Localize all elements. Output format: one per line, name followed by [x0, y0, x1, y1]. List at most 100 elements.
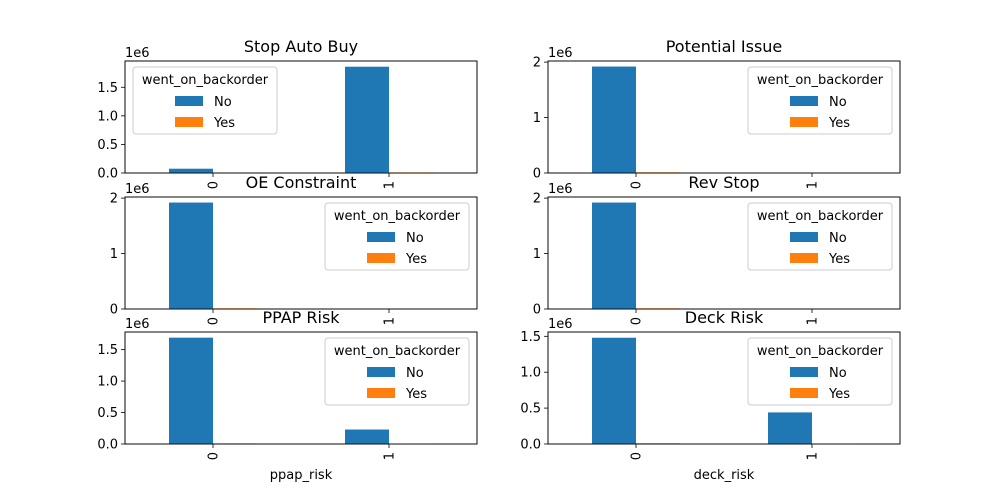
legend-swatch-yes	[175, 117, 203, 127]
y-tick-label: 0.5	[520, 402, 541, 417]
x-tick-label: 0	[207, 317, 222, 325]
legend-label-yes: Yes	[213, 116, 235, 131]
y-offset-label: 1e6	[548, 182, 573, 197]
y-tick-label: 1.0	[97, 375, 118, 390]
bar-no-1	[345, 429, 389, 444]
legend-title: went_on_backorder	[334, 344, 461, 359]
subplot-5: 0.0 0.5 1.0 1.5 1e6 0 1 PPAP Risk ppap_risk went_…	[97, 308, 478, 483]
bar-no-1	[345, 66, 389, 173]
y-tick-label: 2	[110, 192, 118, 207]
y-offset-label: 1e6	[125, 317, 150, 332]
subplot-title: Stop Auto Buy	[244, 37, 358, 56]
bar-no-0	[169, 168, 213, 173]
y-offset-label: 1e6	[548, 46, 573, 61]
axes-border	[124, 331, 478, 445]
legend-swatch-no	[790, 232, 818, 242]
x-tick-label: 1	[806, 452, 821, 460]
y-tick-label: 0.5	[97, 406, 118, 421]
legend-swatch-no	[790, 96, 818, 106]
legend-label-no: No	[214, 95, 232, 110]
legend-label-no: No	[829, 366, 847, 381]
subplot-4: 0 1 2 1e6 0 1 Rev Stop went_on_backorder No Yes	[533, 173, 901, 325]
y-tick-label: 0	[110, 303, 118, 318]
bar-no-0	[169, 337, 213, 444]
legend: went_on_backorder No Yes	[324, 337, 470, 406]
subplot-title: PPAP Risk	[262, 308, 340, 327]
legend-box	[324, 202, 470, 271]
legend-label-no: No	[406, 366, 424, 381]
x-tick-label: 0	[630, 452, 645, 460]
legend-swatch-no	[790, 367, 818, 377]
legend-swatch-yes	[790, 117, 818, 127]
y-tick-label: 1.5	[520, 330, 541, 345]
y-offset-label: 1e6	[125, 46, 150, 61]
legend: went_on_backorder No Yes	[132, 66, 278, 135]
x-tick-label: 0	[630, 317, 645, 325]
x-tick-label: 1	[806, 317, 821, 325]
subplot-title: Deck Risk	[685, 308, 764, 327]
y-tick-label: 0.0	[520, 438, 541, 453]
y-tick-label: 1	[533, 247, 541, 262]
x-axis-label: deck_risk	[694, 468, 755, 483]
subplot-3: 0 1 2 1e6 0 1 OE Constraint went_on_backorder No…	[110, 173, 478, 325]
y-tick-label: 0.0	[97, 438, 118, 453]
x-tick-label: 0	[630, 181, 645, 189]
legend-swatch-yes	[367, 253, 395, 263]
legend-swatch-yes	[367, 388, 395, 398]
x-tick-label: 1	[806, 181, 821, 189]
legend-box	[747, 202, 893, 271]
legend: went_on_backorder No Yes	[747, 337, 893, 406]
legend-box	[132, 66, 278, 135]
bar-no-0	[592, 337, 636, 444]
legend-swatch-no	[367, 367, 395, 377]
axes-border	[124, 60, 478, 174]
axes-border	[547, 331, 901, 445]
legend-box	[747, 337, 893, 406]
y-tick-label: 0.5	[97, 138, 118, 153]
y-tick-label: 1.5	[97, 343, 118, 358]
legend-swatch-yes	[790, 388, 818, 398]
bar-no-1	[768, 412, 812, 444]
subplot-2: 0 1 2 1e6 0 1 Potential Issue went_on_backorder…	[533, 37, 901, 189]
legend-title: went_on_backorder	[757, 344, 884, 359]
legend-swatch-yes	[790, 253, 818, 263]
bar-no-0	[592, 66, 636, 173]
legend-label-yes: Yes	[405, 252, 427, 267]
y-offset-label: 1e6	[548, 317, 573, 332]
axes-border	[547, 60, 901, 174]
legend-label-no: No	[829, 231, 847, 246]
y-tick-label: 0.0	[97, 167, 118, 182]
legend: went_on_backorder No Yes	[324, 202, 470, 271]
x-tick-label: 0	[207, 181, 222, 189]
bar-no-0	[169, 202, 213, 309]
axes-border	[547, 196, 901, 310]
subplot-title: Potential Issue	[666, 37, 783, 56]
x-tick-label: 0	[207, 452, 222, 460]
bar-no-0	[592, 202, 636, 309]
axes-border	[124, 196, 478, 310]
x-axis-label: ppap_risk	[270, 468, 333, 483]
y-tick-label: 1	[533, 111, 541, 126]
y-tick-label: 0	[533, 303, 541, 318]
legend-title: went_on_backorder	[334, 209, 461, 224]
y-offset-label: 1e6	[125, 182, 150, 197]
legend-label-yes: Yes	[828, 116, 850, 131]
x-tick-label: 1	[383, 317, 398, 325]
y-tick-label: 1.0	[520, 366, 541, 381]
x-tick-label: 1	[383, 181, 398, 189]
y-tick-label: 2	[533, 192, 541, 207]
legend-label-no: No	[406, 231, 424, 246]
legend-box	[324, 337, 470, 406]
legend-label-no: No	[829, 95, 847, 110]
y-tick-label: 2	[533, 56, 541, 71]
legend-label-yes: Yes	[828, 387, 850, 402]
y-tick-label: 0	[533, 167, 541, 182]
y-tick-label: 1.5	[97, 81, 118, 96]
legend: went_on_backorder No Yes	[747, 66, 893, 135]
legend-title: went_on_backorder	[757, 73, 884, 88]
legend-label-yes: Yes	[828, 252, 850, 267]
legend-box	[747, 66, 893, 135]
legend-title: went_on_backorder	[757, 209, 884, 224]
y-tick-label: 1	[110, 247, 118, 262]
